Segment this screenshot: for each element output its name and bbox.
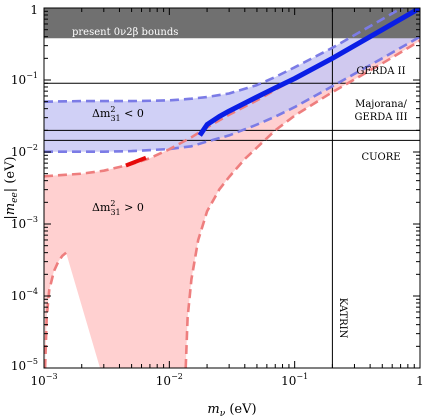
y-tick-label: 10−3	[11, 215, 38, 231]
y-tick-label: 1	[30, 3, 38, 17]
gerda-iii-label: GERDA III	[354, 112, 407, 123]
majorana-label: Majorana/	[355, 99, 407, 110]
axis-ticks	[43, 8, 420, 369]
y-axis-title: |mee| (eV)	[3, 156, 20, 219]
x-tick-label: 1	[416, 374, 424, 388]
y-tick-label: 10−4	[11, 287, 38, 303]
series-normal-cancellation	[184, 39, 420, 368]
gerda-ii-label: GERDA II	[356, 66, 405, 77]
cuore-label: CUORE	[361, 152, 400, 163]
x-axis-title: mν (eV)	[207, 402, 256, 419]
series-normal-allowed	[125, 155, 147, 168]
plot-frame	[43, 7, 421, 369]
series-inverted-allowed	[197, 8, 420, 137]
bounds-label: present 0ν2β bounds	[72, 27, 178, 38]
plot-area	[44, 8, 420, 368]
y-tick-label: 10−2	[11, 143, 38, 159]
inverted-hierarchy-region	[44, 8, 420, 152]
inverted-hierarchy-label: Δm2 31 < 0	[92, 105, 144, 123]
tick-labels: 10−3 10−2 10−1 1 10−5 10−4 10−3 10−2 10−1 1	[11, 3, 424, 388]
y-tick-label: 10−1	[11, 71, 38, 87]
normal-hierarchy-label: Δm2 31 > 0	[92, 199, 144, 217]
y-tick-label: 10−5	[11, 357, 38, 373]
x-tick-label: 10−1	[281, 372, 308, 388]
series-inverted-upper	[44, 8, 405, 103]
x-tick-label: 10−3	[30, 372, 57, 388]
series-inverted-lower	[44, 35, 420, 153]
katrin-label: KATRIN	[337, 298, 348, 339]
x-tick-label: 10−2	[156, 372, 183, 388]
normal-hierarchy-region	[44, 8, 420, 368]
